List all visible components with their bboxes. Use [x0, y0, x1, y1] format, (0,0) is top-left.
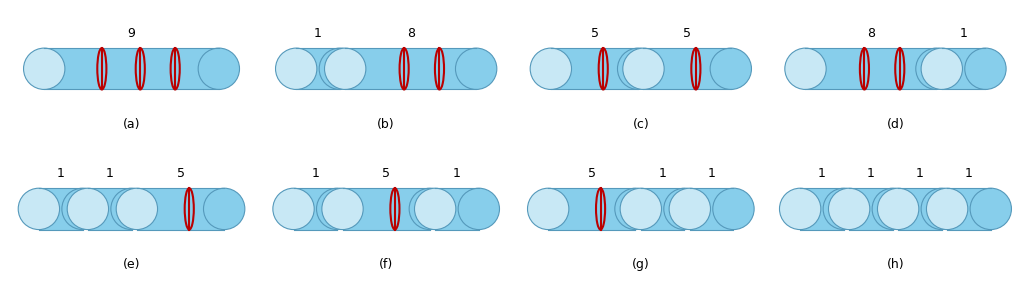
- Polygon shape: [44, 48, 219, 89]
- Ellipse shape: [916, 48, 957, 89]
- Ellipse shape: [116, 188, 157, 230]
- Ellipse shape: [62, 188, 104, 230]
- Ellipse shape: [823, 188, 865, 230]
- Polygon shape: [39, 188, 82, 230]
- Text: (c): (c): [633, 118, 649, 131]
- Ellipse shape: [198, 48, 239, 89]
- Ellipse shape: [528, 188, 569, 230]
- Polygon shape: [849, 188, 892, 230]
- Text: 8: 8: [867, 27, 875, 40]
- Text: 1: 1: [867, 167, 875, 180]
- Ellipse shape: [872, 188, 913, 230]
- Text: (h): (h): [886, 258, 905, 272]
- Polygon shape: [294, 188, 337, 230]
- Polygon shape: [548, 188, 636, 230]
- Text: 5: 5: [591, 27, 599, 40]
- Text: 5: 5: [177, 167, 185, 180]
- Text: 1: 1: [819, 167, 826, 180]
- Text: 1: 1: [314, 27, 322, 40]
- Text: 1: 1: [106, 167, 114, 180]
- Text: 1: 1: [56, 167, 65, 180]
- Text: (e): (e): [123, 258, 141, 272]
- Ellipse shape: [415, 188, 456, 230]
- Ellipse shape: [829, 188, 870, 230]
- Polygon shape: [947, 188, 991, 230]
- Polygon shape: [343, 188, 430, 230]
- Text: 1: 1: [658, 167, 667, 180]
- Ellipse shape: [321, 188, 364, 230]
- Ellipse shape: [971, 188, 1012, 230]
- Polygon shape: [942, 48, 986, 89]
- Ellipse shape: [620, 188, 661, 230]
- Polygon shape: [296, 48, 340, 89]
- Ellipse shape: [18, 188, 60, 230]
- Text: 5: 5: [683, 27, 691, 40]
- Polygon shape: [345, 48, 477, 89]
- Ellipse shape: [456, 48, 497, 89]
- Ellipse shape: [316, 188, 357, 230]
- Ellipse shape: [663, 188, 706, 230]
- Ellipse shape: [530, 48, 571, 89]
- Ellipse shape: [785, 48, 826, 89]
- Text: 1: 1: [916, 167, 924, 180]
- Polygon shape: [644, 48, 731, 89]
- Polygon shape: [690, 188, 733, 230]
- Text: 1: 1: [311, 167, 319, 180]
- Ellipse shape: [615, 188, 656, 230]
- Ellipse shape: [617, 48, 659, 89]
- Ellipse shape: [921, 48, 962, 89]
- Ellipse shape: [203, 188, 244, 230]
- Ellipse shape: [964, 48, 1006, 89]
- Text: (d): (d): [886, 118, 905, 131]
- Text: (g): (g): [632, 258, 650, 272]
- Polygon shape: [899, 188, 942, 230]
- Polygon shape: [550, 48, 638, 89]
- Ellipse shape: [926, 188, 967, 230]
- Ellipse shape: [273, 188, 314, 230]
- Ellipse shape: [24, 48, 65, 89]
- Text: 9: 9: [127, 27, 136, 40]
- Ellipse shape: [325, 48, 366, 89]
- Ellipse shape: [713, 188, 754, 230]
- Ellipse shape: [111, 188, 152, 230]
- Ellipse shape: [458, 188, 499, 230]
- Text: (a): (a): [123, 118, 141, 131]
- Text: 8: 8: [407, 27, 415, 40]
- Text: (f): (f): [379, 258, 393, 272]
- Polygon shape: [800, 188, 844, 230]
- Ellipse shape: [710, 48, 752, 89]
- Text: 1: 1: [708, 167, 716, 180]
- Polygon shape: [137, 188, 224, 230]
- Text: 1: 1: [965, 167, 973, 180]
- Ellipse shape: [67, 188, 109, 230]
- Text: 1: 1: [453, 167, 461, 180]
- Ellipse shape: [779, 188, 821, 230]
- Polygon shape: [805, 48, 937, 89]
- Ellipse shape: [670, 188, 711, 230]
- Text: 5: 5: [587, 167, 596, 180]
- Polygon shape: [435, 188, 479, 230]
- Ellipse shape: [877, 188, 919, 230]
- Ellipse shape: [409, 188, 451, 230]
- Ellipse shape: [622, 48, 664, 89]
- Text: 5: 5: [382, 167, 390, 180]
- Text: 1: 1: [959, 27, 967, 40]
- Polygon shape: [641, 188, 684, 230]
- Ellipse shape: [921, 188, 962, 230]
- Polygon shape: [88, 188, 131, 230]
- Text: (b): (b): [377, 118, 395, 131]
- Ellipse shape: [319, 48, 360, 89]
- Ellipse shape: [275, 48, 317, 89]
